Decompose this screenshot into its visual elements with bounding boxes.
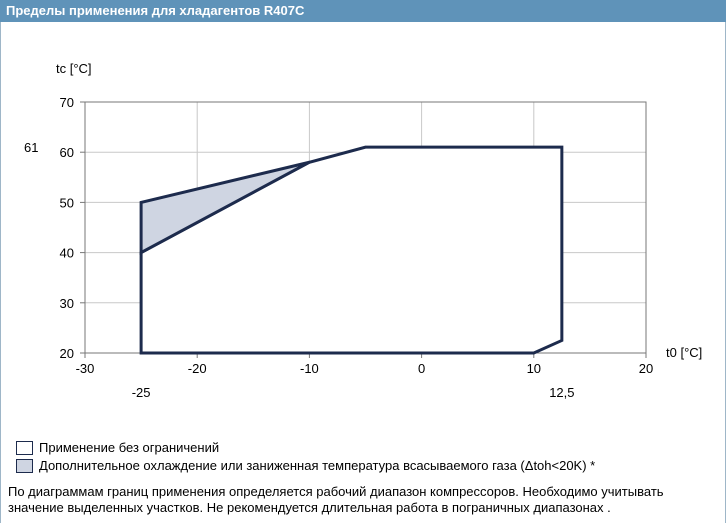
y-axis-label: tc [°C] <box>56 61 92 76</box>
x-tick-label: 0 <box>418 361 425 376</box>
y-tick-label: 50 <box>60 195 74 210</box>
legend-label: Дополнительное охлаждение или заниженная… <box>39 458 596 473</box>
y-tick-label: 70 <box>60 95 74 110</box>
y-tick-label: 60 <box>60 145 74 160</box>
x-tick-label: -10 <box>300 361 319 376</box>
legend-swatch <box>16 459 33 473</box>
x-limit-label: -25 <box>132 385 151 400</box>
legend-item-additional-cooling: Дополнительное охлаждение или заниженная… <box>16 458 595 474</box>
panel-title: Пределы применения для хладагентов R407C <box>0 0 726 22</box>
tick-labels: -30 -20 -10 0 10 20 20 30 40 50 60 70 -25 12,5 61 <box>24 95 653 400</box>
y-limit-label: 61 <box>24 140 38 155</box>
areas <box>139 145 564 355</box>
unrestricted-area <box>139 145 564 355</box>
additional-cooling-area <box>139 160 311 256</box>
y-tick-label: 40 <box>60 246 74 261</box>
x-tick-label: 10 <box>527 361 541 376</box>
x-axis-label: t0 [°C] <box>666 345 702 360</box>
legend-swatch <box>16 441 33 455</box>
x-tick-label: -20 <box>188 361 207 376</box>
legend-label: Применение без ограничений <box>39 440 220 455</box>
x-tick-label: 20 <box>639 361 653 376</box>
legend-item-unrestricted: Применение без ограничений <box>16 440 219 456</box>
info-note: По диаграммам границ применения определя… <box>8 484 664 515</box>
y-tick-label: 20 <box>60 346 74 361</box>
x-limit-label: 12,5 <box>549 385 574 400</box>
y-tick-label: 30 <box>60 296 74 311</box>
x-tick-label: -30 <box>76 361 95 376</box>
application-limits-chart: -30 -20 -10 0 10 20 20 30 40 50 60 70 -25 12,5 61 tc [… <box>24 61 702 400</box>
